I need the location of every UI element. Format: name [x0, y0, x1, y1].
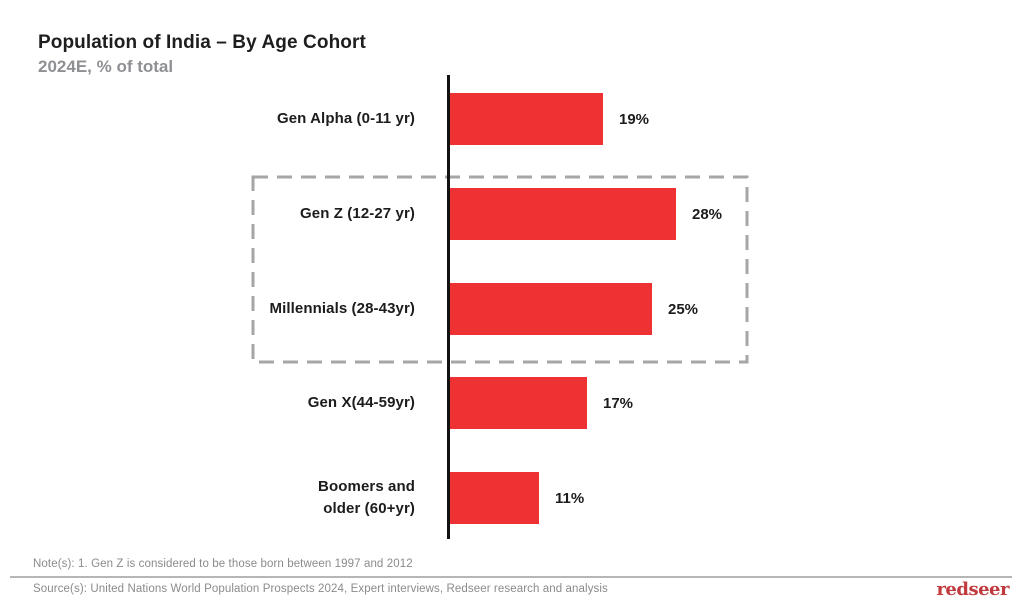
chart-title: Population of India – By Age Cohort — [38, 32, 366, 53]
bar — [450, 283, 652, 335]
bar-row: Gen Alpha (0-11 yr) 19% — [0, 93, 1024, 145]
bar-row: Gen X(44-59yr) 17% — [0, 377, 1024, 429]
source-note: Source(s): United Nations World Populati… — [33, 583, 608, 595]
bar — [450, 93, 603, 145]
value-label: 25% — [668, 300, 699, 318]
genz-millennials-highlight-box — [251, 175, 749, 364]
category-label: Boomers and older (60+yr) — [318, 478, 415, 517]
category-label: Gen Alpha (0-11 yr) — [276, 110, 415, 128]
bar-row: Millennials (28-43yr) 25% — [0, 283, 1024, 335]
bar — [450, 377, 587, 429]
category-label: Gen Z (12-27 yr) — [300, 205, 415, 223]
value-label: 11% — [555, 489, 585, 507]
value-label: 19% — [619, 110, 650, 128]
category-label: Gen X(44-59yr) — [307, 394, 415, 412]
redseer-logo: redseer — [936, 579, 1009, 600]
footer-divider — [10, 576, 1012, 578]
value-label: 28% — [692, 205, 723, 223]
bar — [450, 472, 539, 524]
category-label: Millennials (28-43yr) — [269, 300, 415, 318]
bar-row: Gen Z (12-27 yr) 28% — [0, 188, 1024, 240]
bar-row: Boomers and older (60+yr) 11% — [0, 472, 1024, 524]
bar — [450, 188, 676, 240]
footnote: Note(s): 1. Gen Z is considered to be th… — [33, 558, 413, 570]
chart-subtitle: 2024E, % of total — [38, 57, 174, 76]
value-label: 17% — [603, 394, 634, 412]
baseline-axis — [447, 75, 450, 539]
